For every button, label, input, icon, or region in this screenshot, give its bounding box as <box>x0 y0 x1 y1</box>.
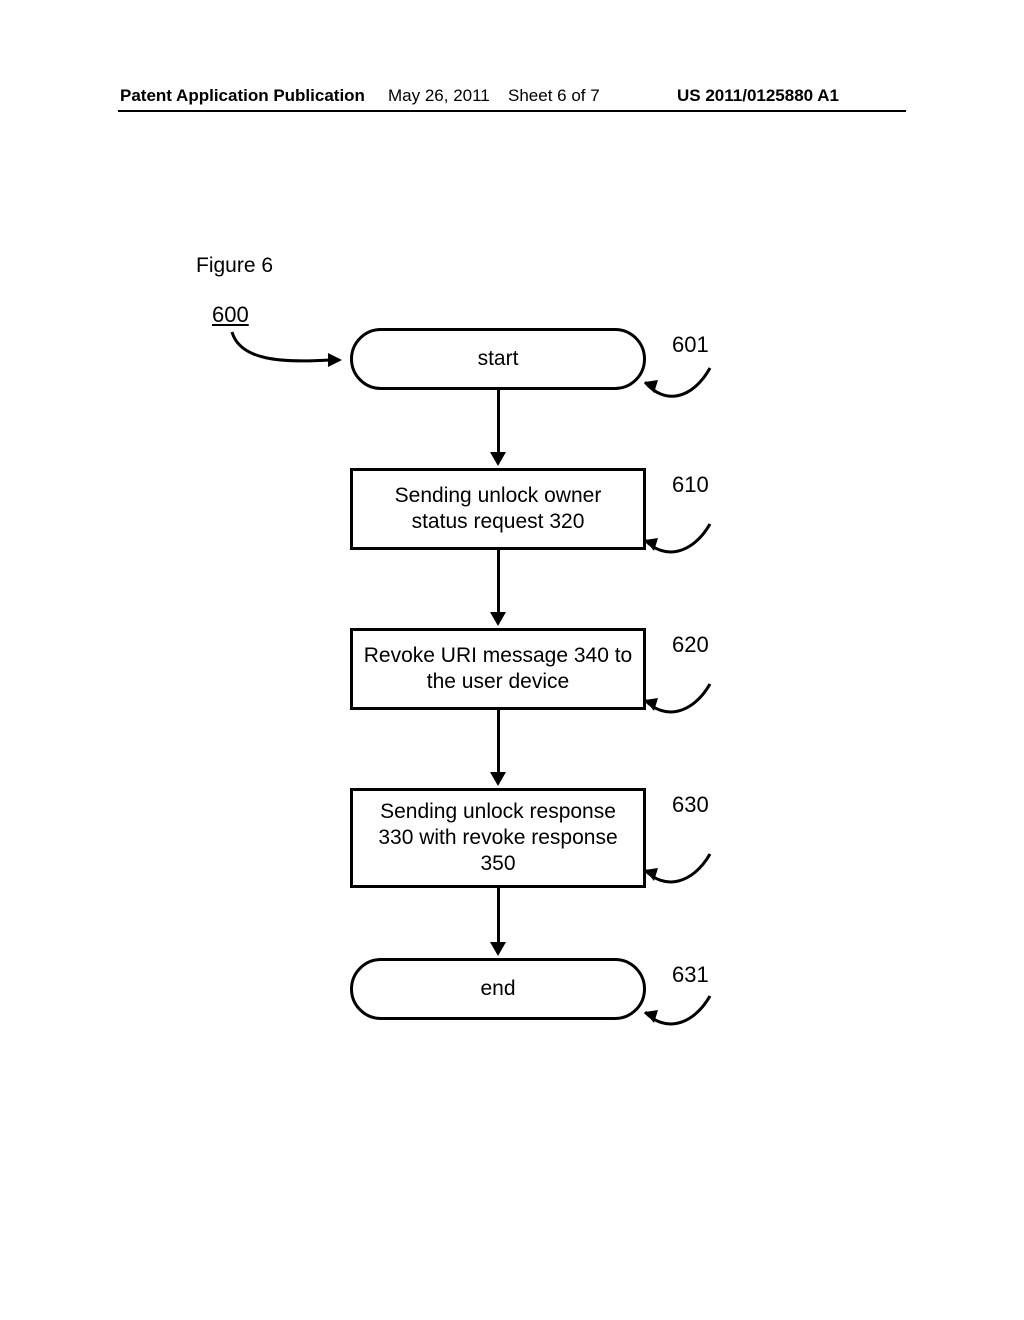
ref-swoosh-631 <box>0 0 1024 1320</box>
patent-page: Patent Application Publication May 26, 2… <box>0 0 1024 1320</box>
